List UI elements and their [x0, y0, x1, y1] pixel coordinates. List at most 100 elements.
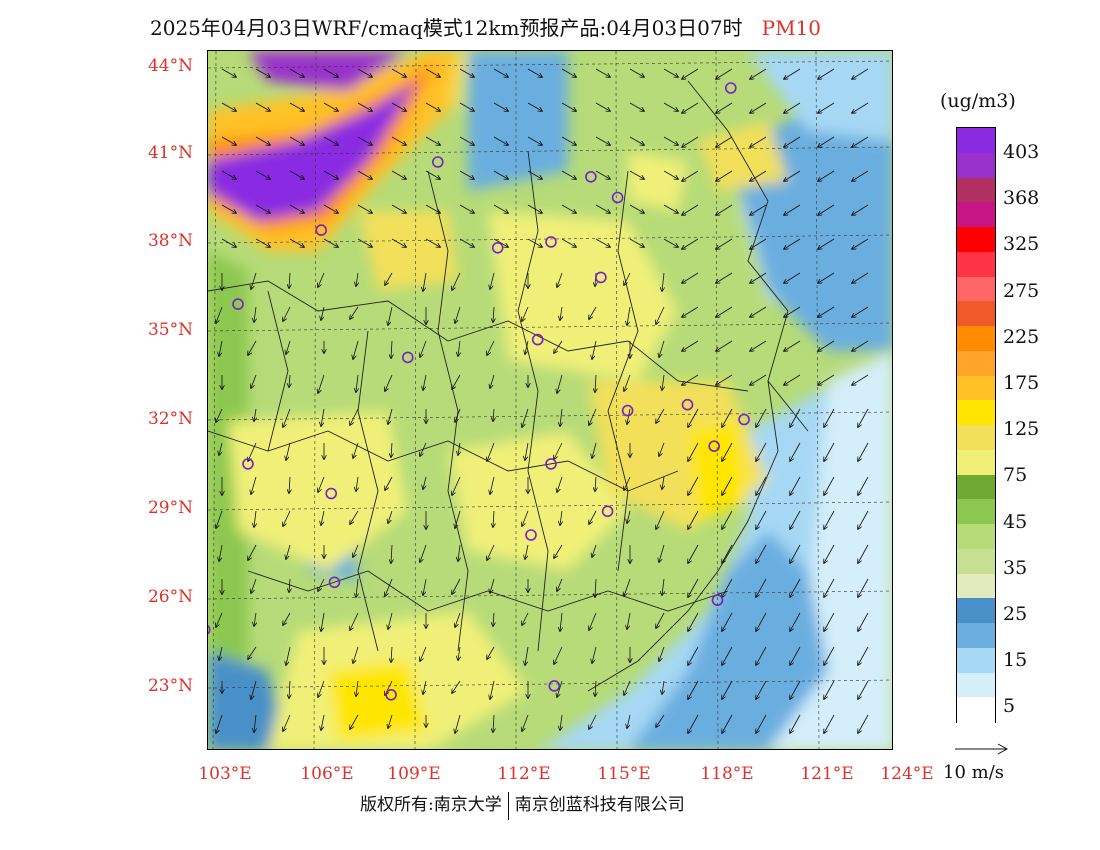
legend-label: 15 [1003, 649, 1028, 672]
wind-vector [659, 340, 665, 357]
wind-vector [560, 612, 562, 631]
wind-vector [251, 578, 257, 593]
wind-vector [353, 646, 359, 663]
color-legend [956, 127, 996, 723]
wind-vector [656, 714, 665, 727]
wind-vector [321, 306, 325, 320]
wind-vector [627, 510, 631, 523]
map-title: 2025年04月03日WRF/cmaq模式12km预报产品:04月03日07时 … [150, 12, 950, 40]
legend-label: 225 [1003, 325, 1040, 348]
wind-vector [592, 340, 597, 359]
wind-vector [423, 578, 427, 595]
wind-vector [251, 272, 257, 289]
wind-vector [722, 714, 733, 733]
wind-vector [595, 68, 610, 77]
wind-vector [391, 102, 406, 111]
legend-swatch [957, 400, 995, 426]
wind-vector [221, 102, 236, 111]
wind-vector [493, 136, 508, 145]
wind-vector [255, 748, 256, 749]
wind-vector [824, 408, 835, 427]
wind-vector [420, 442, 427, 456]
wind-vector [425, 136, 440, 145]
wind-vector [790, 408, 801, 427]
wind-vector [423, 374, 427, 390]
wind-vector [255, 170, 270, 179]
wind-vector [818, 204, 835, 215]
wind-vector [286, 442, 291, 460]
legend-swatch [957, 623, 995, 649]
wind-vector [283, 306, 291, 321]
wind-vector [682, 68, 699, 79]
wind-vector [321, 714, 325, 730]
wind-vector [289, 204, 304, 213]
wind-vector [818, 170, 835, 181]
wind-vector [589, 612, 597, 630]
wind-vector [458, 442, 460, 455]
wind-vector [216, 714, 223, 733]
lon-label-103: 103°E [198, 764, 252, 784]
wind-vector [459, 170, 474, 179]
wind-vector [353, 340, 359, 359]
wind-vector [455, 612, 461, 627]
wind-vector [522, 612, 529, 625]
wind-vector [662, 374, 664, 390]
wind-vector [858, 578, 869, 597]
wind-vector [452, 578, 461, 594]
wind-reference-label: 10 m/s [943, 762, 1004, 783]
legend-label: 403 [1003, 141, 1040, 163]
wind-vector [824, 578, 835, 597]
wind-vector [391, 442, 392, 457]
wind-vector [627, 306, 631, 325]
wind-vector [627, 714, 631, 728]
wind-vector [682, 204, 699, 215]
lat-label-23: 23°N [147, 676, 193, 696]
city-marker [232, 298, 244, 310]
wind-vector [459, 102, 474, 111]
wind-vector [858, 476, 869, 495]
wind-vector [750, 68, 767, 79]
wind-vector [784, 272, 801, 283]
wind-vector [561, 238, 576, 247]
wind-vector [283, 510, 291, 526]
wind-vector [662, 272, 664, 291]
wind-vector [425, 170, 440, 179]
wind-vector [716, 306, 733, 317]
wind-vector [527, 170, 542, 179]
wind-vector [629, 170, 644, 179]
wind-vector [490, 272, 495, 289]
wind-vector [423, 476, 427, 489]
wind-vector [682, 238, 699, 249]
legend-label: 45 [1003, 510, 1028, 533]
wind-vector [557, 374, 563, 393]
wind-vector [659, 442, 665, 456]
legend-swatch [957, 152, 995, 178]
wind-vector [388, 510, 393, 523]
wind-vector [391, 340, 392, 358]
wind-vector [716, 340, 733, 351]
legend-swatch [957, 350, 995, 376]
wind-vector [458, 340, 460, 356]
wind-vector [425, 238, 440, 247]
wind-vector [716, 204, 733, 215]
wind-vector [624, 374, 631, 391]
legend-label: 25 [1003, 603, 1028, 625]
wind-vector [254, 510, 256, 527]
wind-vector [318, 272, 325, 287]
wind-vector [663, 102, 678, 111]
wind-vector [682, 340, 699, 351]
wind-vector [219, 544, 223, 561]
wind-vector [750, 340, 767, 351]
wind-vector [525, 646, 529, 665]
wind-vector [697, 748, 698, 749]
wind-vector [818, 272, 835, 283]
wind-vector [824, 612, 835, 631]
wind-vector [350, 306, 359, 319]
wind-vector [525, 340, 529, 354]
copyright-footer: 版权所有:南京大学 南京创蓝科技有限公司 [360, 790, 685, 820]
wind-vector [385, 272, 393, 285]
wind-vector [688, 714, 699, 733]
wind-vector [867, 748, 868, 749]
wind-vector [289, 476, 290, 493]
wind-vector [219, 340, 223, 356]
